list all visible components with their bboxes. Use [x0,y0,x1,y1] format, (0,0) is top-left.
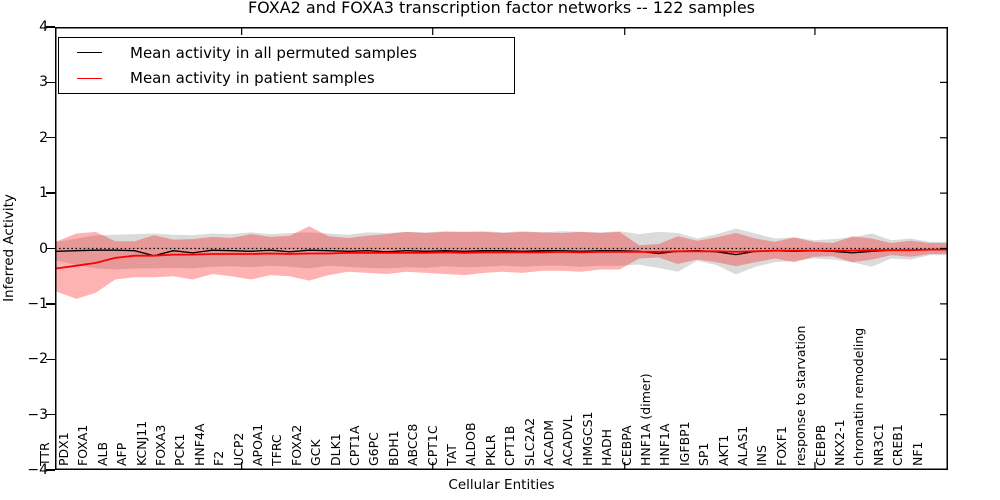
x-tick-label: SLC2A2 [521,417,537,466]
axes-spines [55,27,948,470]
x-tick-label: BDH1 [385,430,401,466]
y-tick-mark [46,26,55,28]
x-tick-label: CPT1C [424,425,440,466]
x-tick-label: G6PC [366,432,382,466]
y-tick-mark [46,303,55,305]
x-tick-label: TTR [36,442,52,466]
x-tick-label: CPT1B [502,425,518,466]
x-tick-label: ABCC8 [405,423,421,466]
x-tick-label: GCK [308,439,324,466]
legend-line-permuted-icon [77,52,102,54]
x-tick-label: chromatin remodeling [851,327,867,466]
band-patient [55,226,948,299]
x-tick-label: FOXA2 [288,424,304,466]
x-tick-label: KCNJ11 [133,420,149,466]
x-tick-label: ACADVL [560,415,576,466]
x-tick-label: FOXA1 [75,424,91,466]
x-tick-label: NR3C1 [870,423,886,466]
y-tick-label: −2 [27,351,48,368]
x-tick-label: PCK1 [172,433,188,466]
plot-canvas [55,27,948,470]
x-tick-label: CPT1A [346,425,362,466]
x-tick-label: FOXF1 [773,426,789,466]
x-tick-label: CREB1 [890,424,906,466]
x-tick-label: TAT [443,444,459,466]
y-tick-label: 2 [39,129,48,146]
y-tick-mark [46,81,55,84]
y-tick-label: 4 [39,19,48,35]
x-tick-label: IGFBP1 [676,421,692,466]
x-tick-label: DLK1 [327,433,343,466]
x-tick-label: PKLR [482,434,498,466]
x-tick-label: ACADM [540,419,556,466]
x-tick-label: UCP2 [230,432,246,466]
legend-line-patient-icon [77,77,102,79]
x-axis-label: Cellular Entities [448,477,555,493]
y-tick-mark [46,247,55,250]
chart-title: FOXA2 and FOXA3 transcription factor net… [247,0,756,17]
x-tick-label: ALB [94,441,110,466]
x-tick-label: HMGCS1 [579,411,595,467]
x-tick-label: APOA1 [249,423,265,466]
y-tick-label: −1 [27,295,48,312]
y-axis-label: Inferred Activity [1,194,17,302]
x-tick-label: SP1 [696,442,712,466]
x-tick-label: CEBPA [618,425,634,467]
line-patient-mean [55,248,948,270]
y-tick-label: 3 [39,74,48,91]
x-tick-label: HNF1A (dimer) [637,373,653,466]
x-tick-label: ALDOB [463,422,479,466]
y-tick-mark [46,469,55,471]
x-tick-label: AFP [114,442,130,466]
y-tick-mark [46,358,55,360]
x-tick-label: HNF1A [657,423,673,466]
x-tick-label: FOXA3 [152,424,168,466]
y-tick-label: 0 [39,240,48,257]
x-tick-label: ALAS1 [734,425,750,466]
legend-label-permuted: Mean activity in all permuted samples [130,43,417,62]
x-tick-label: TFRC [269,434,285,466]
y-tick-label: 1 [39,185,48,202]
legend-entry-patient: Mean activity in patient samples [59,69,514,87]
x-tick-label: NF1 [909,441,925,467]
x-tick-label: INS [754,445,770,466]
y-tick-mark [46,137,55,139]
x-tick-label: F2 [211,450,227,466]
x-tick-label: NKX2-1 [831,419,847,466]
x-tick-label: CEBPB [812,424,828,466]
legend-label-patient: Mean activity in patient samples [130,69,375,88]
x-tick-label: AKT1 [715,434,731,466]
y-tick-label: −4 [27,462,48,478]
x-tick-label: response to starvation [793,325,809,467]
y-tick-mark [46,192,55,194]
x-tick-label: PDX1 [55,432,71,466]
plot-area [55,27,948,470]
legend-entry-permuted: Mean activity in all permuted samples [59,44,514,62]
legend: Mean activity in all permuted samples Me… [58,37,515,94]
x-tick-label: HADH [599,429,615,466]
y-tick-label: −3 [27,406,48,423]
y-tick-mark [46,413,55,416]
x-tick-label: HNF4A [191,423,207,466]
